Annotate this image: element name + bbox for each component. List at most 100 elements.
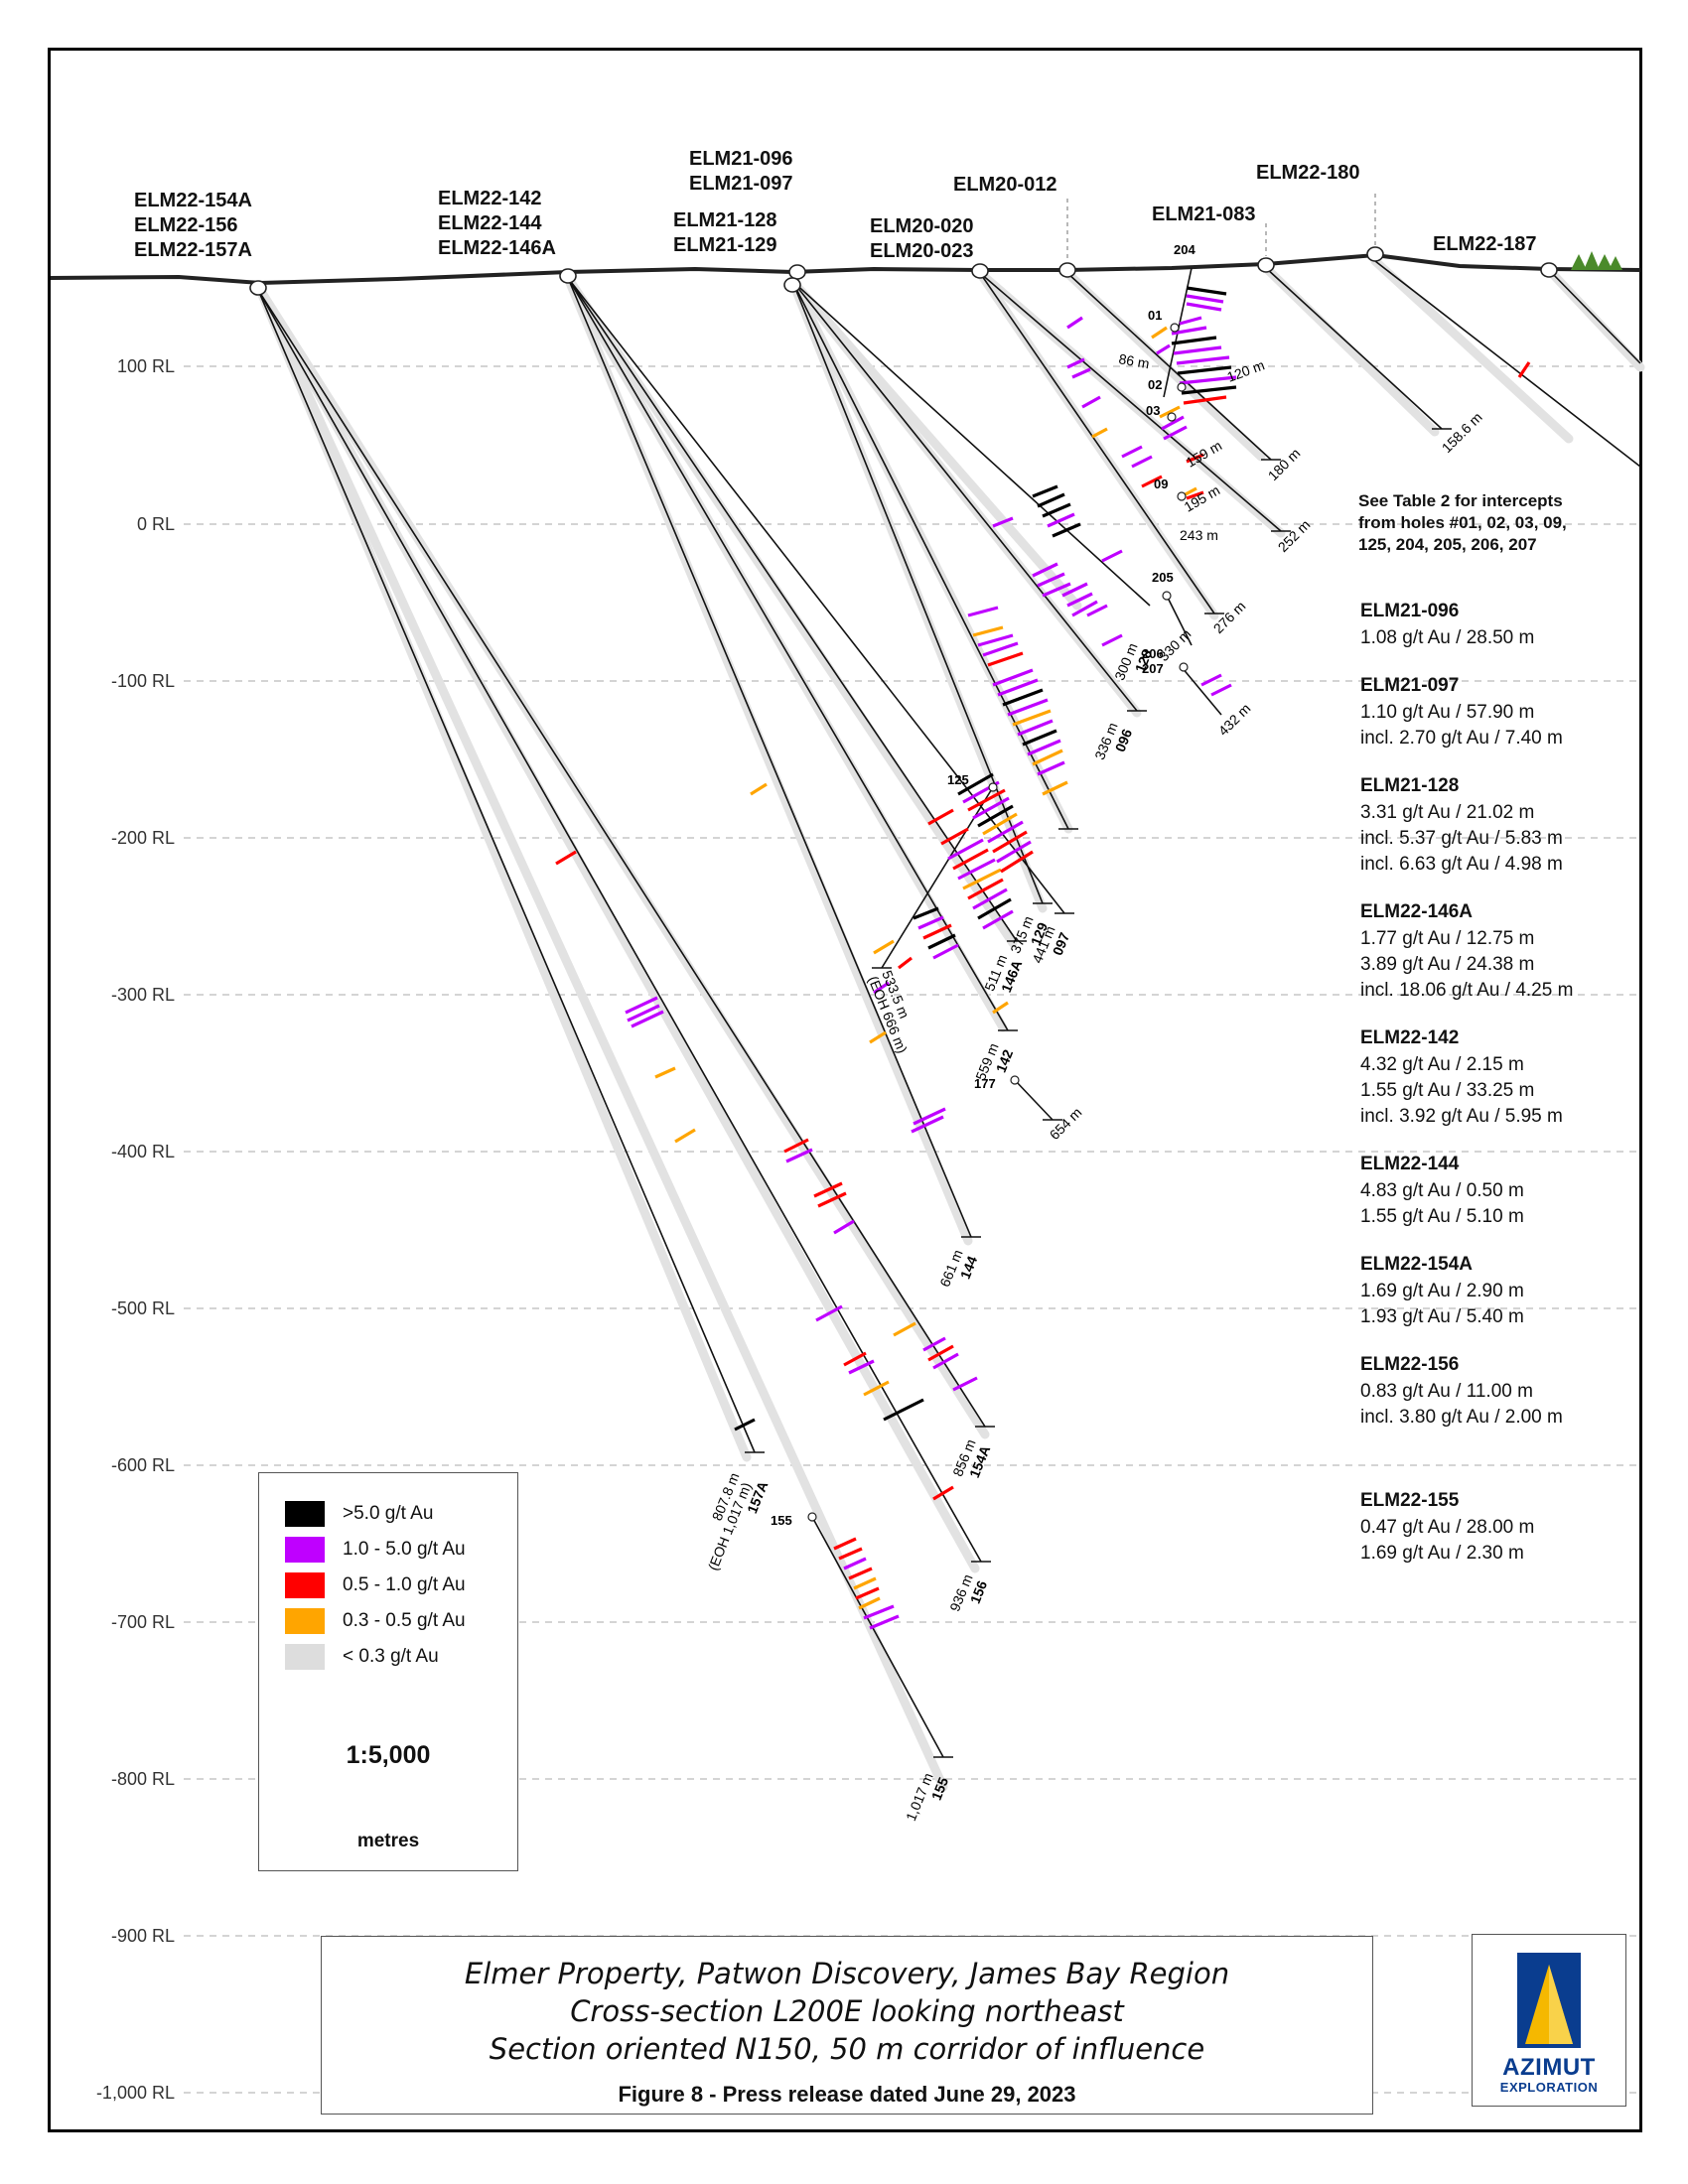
collar-label-142: ELM22-142 xyxy=(438,188,542,209)
legend-item-05to1: 0.5 - 1.0 g/t Au xyxy=(285,1572,466,1598)
collar-label-012: ELM20-012 xyxy=(953,174,1057,196)
collar-label-083: ELM21-083 xyxy=(1152,204,1256,225)
title-line-3: Section oriented N150, 50 m corridor of … xyxy=(489,2032,1205,2066)
legend-swatch xyxy=(285,1537,325,1563)
collar-label-156: ELM22-156 xyxy=(134,214,238,236)
hole-num-03: 03 xyxy=(1146,403,1160,418)
hole-trace-156 xyxy=(257,289,982,1563)
logo-mark-icon xyxy=(1517,1953,1581,2048)
legend-swatch xyxy=(285,1608,325,1634)
surface-topography xyxy=(50,252,1641,286)
map-frame xyxy=(48,48,1642,2132)
depth-180: 180 m xyxy=(1265,445,1304,483)
hole-end-caps xyxy=(745,428,1452,1758)
hole-trace-146a xyxy=(567,277,1018,942)
rl-label-m200: -200 RL xyxy=(111,828,175,848)
depth-195: 195 m xyxy=(1182,481,1223,514)
collar-012 xyxy=(1058,262,1076,278)
assay-intercepts xyxy=(555,286,1531,1630)
collar-label-146a: ELM22-146A xyxy=(438,237,556,259)
hole-trace-154a xyxy=(257,289,986,1428)
collar-label-097: ELM21-097 xyxy=(689,173,793,195)
result-128: ELM21-128 3.31 g/t Au / 21.02 m incl. 5.… xyxy=(1360,775,1563,875)
hole-trace-083 xyxy=(1265,267,1443,430)
rl-label-m100: -100 RL xyxy=(111,671,175,691)
legend-swatch xyxy=(285,1572,325,1598)
hole-trace-020 xyxy=(979,272,1215,614)
hole-num-204: 204 xyxy=(1174,242,1196,257)
collar-leaders xyxy=(1066,194,1376,260)
tree-icon xyxy=(1571,251,1622,270)
depth-86: 86 m xyxy=(1117,350,1150,371)
result-154a: ELM22-154A 1.69 g/t Au / 2.90 m 1.93 g/t… xyxy=(1360,1254,1524,1327)
rl-label-m400: -400 RL xyxy=(111,1142,175,1161)
hole-trace-205 xyxy=(1166,595,1193,646)
rl-label-m1000: -1,000 RL xyxy=(96,2083,175,2103)
scale-units: metres xyxy=(356,1831,420,1851)
rl-label-m800: -800 RL xyxy=(111,1769,175,1789)
hole-trace-144 xyxy=(567,277,972,1238)
collars xyxy=(249,246,1558,296)
result-156: ELM22-156 0.83 g/t Au / 11.00 m incl. 3.… xyxy=(1360,1354,1563,1428)
collar-180 xyxy=(1366,246,1384,262)
collar-label-187: ELM22-187 xyxy=(1433,233,1537,255)
hole-trace-180 xyxy=(1374,260,1641,468)
hole-trace-187 xyxy=(1548,269,1641,364)
hole-trace-128 xyxy=(791,280,1069,830)
collar-020-group xyxy=(971,263,989,279)
title-block: Elmer Property, Patwon Discovery, James … xyxy=(321,1936,1373,2115)
depth-120: 120 m xyxy=(1225,356,1267,384)
azimut-logo: AZIMUT EXPLORATION xyxy=(1472,1934,1626,2107)
result-142: ELM22-142 4.32 g/t Au / 2.15 m 1.55 g/t … xyxy=(1360,1027,1563,1127)
legend-item-03to05: 0.3 - 0.5 g/t Au xyxy=(285,1608,466,1634)
collar-187 xyxy=(1540,262,1558,278)
legend-item-lt03: < 0.3 g/t Au xyxy=(285,1644,439,1670)
title-line-2: Cross-section L200E looking northeast xyxy=(570,1994,1124,2028)
hole-trace-142 xyxy=(567,277,1009,1031)
hole-numbers: 204 01 02 03 09 205 206 207 125 177 155 xyxy=(771,242,1196,1528)
hole-trace-096 xyxy=(791,280,1138,712)
collar-label-023: ELM20-023 xyxy=(870,240,974,262)
rl-label-m900: -900 RL xyxy=(111,1926,175,1946)
result-146a: ELM22-146A 1.77 g/t Au / 12.75 m 3.89 g/… xyxy=(1360,901,1574,1001)
title-line-1: Elmer Property, Patwon Discovery, James … xyxy=(464,1957,1230,1990)
collar-128-group xyxy=(783,277,801,293)
hole-num-206: 206 xyxy=(1142,646,1164,661)
hole-trace-012 xyxy=(1066,272,1272,461)
table-note: See Table 2 for intercepts from holes #0… xyxy=(1358,491,1567,554)
hole-trace-129 xyxy=(791,280,1044,904)
rl-label-m300: -300 RL xyxy=(111,985,175,1005)
hole-num-177: 177 xyxy=(974,1076,996,1091)
collar-label-157a: ELM22-157A xyxy=(134,239,252,261)
result-096: ELM21-096 1.08 g/t Au / 28.50 m xyxy=(1360,601,1535,648)
legend-item-1to5: 1.0 - 5.0 g/t Au xyxy=(285,1537,466,1563)
collar-154a-group xyxy=(249,280,267,296)
rl-labels: 100 RL 0 RL -100 RL -200 RL -300 RL -400… xyxy=(96,356,175,2103)
collar-label-144: ELM22-144 xyxy=(438,212,542,234)
collar-label-096: ELM21-096 xyxy=(689,148,793,170)
rl-label-m600: -600 RL xyxy=(111,1455,175,1475)
figure-caption: Figure 8 - Press release dated June 29, … xyxy=(618,2082,1076,2107)
collar-083 xyxy=(1257,257,1275,273)
hole-trace-096b xyxy=(791,280,1151,607)
scale-title: 1:5,000 xyxy=(346,1741,431,1769)
rl-label-100: 100 RL xyxy=(117,356,175,376)
hole-num-01: 01 xyxy=(1148,308,1162,323)
result-144: ELM22-144 4.83 g/t Au / 0.50 m 1.55 g/t … xyxy=(1360,1154,1524,1227)
collar-label-128: ELM21-128 xyxy=(673,209,777,231)
hole-trace-177 xyxy=(1014,1079,1054,1121)
depth-654: 654 m xyxy=(1047,1104,1085,1143)
depth-432: 432 m xyxy=(1215,700,1254,739)
drill-hole-traces xyxy=(257,260,1641,1758)
depth-243: 243 m xyxy=(1180,527,1218,543)
rl-label-m500: -500 RL xyxy=(111,1298,175,1318)
rl-label-0: 0 RL xyxy=(137,514,175,534)
logo-subtitle: EXPLORATION xyxy=(1499,2080,1599,2095)
hole-trace-207 xyxy=(1181,666,1222,716)
hole-trace-157a xyxy=(257,289,756,1453)
legend-item-gt5: >5.0 g/t Au xyxy=(285,1501,433,1527)
intercept-results: ELM21-096 1.08 g/t Au / 28.50 m ELM21-09… xyxy=(1360,601,1638,1590)
legend-swatch xyxy=(285,1644,325,1670)
subsurface-collars xyxy=(807,323,1189,1522)
collar-142-group xyxy=(559,268,577,284)
